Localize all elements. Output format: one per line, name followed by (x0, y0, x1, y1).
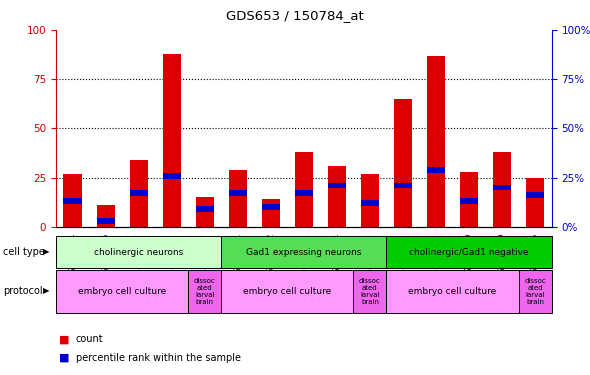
Bar (262, 204, 280, 210)
Text: ▶: ▶ (42, 286, 49, 295)
Text: embryo cell culture: embryo cell culture (78, 287, 166, 296)
Bar (519, 270, 552, 313)
Text: percentile rank within the sample: percentile rank within the sample (76, 353, 241, 363)
Text: cholinergic/Gad1 negative: cholinergic/Gad1 negative (409, 248, 529, 256)
Bar (361, 174, 379, 227)
Text: count: count (76, 334, 103, 344)
Text: embryo cell culture: embryo cell culture (243, 287, 332, 296)
Bar (188, 270, 221, 313)
Bar (229, 170, 247, 227)
Bar (262, 200, 280, 227)
Bar (221, 270, 353, 313)
Bar (130, 190, 148, 196)
Bar (163, 54, 181, 227)
Bar (493, 184, 511, 190)
Bar (56, 236, 221, 268)
Bar (526, 178, 544, 227)
Bar (427, 56, 445, 227)
Bar (64, 198, 81, 204)
Text: ▶: ▶ (42, 248, 49, 256)
Bar (97, 218, 114, 224)
Bar (427, 167, 445, 173)
Bar (130, 160, 148, 227)
Text: Gad1 expressing neurons: Gad1 expressing neurons (246, 248, 362, 256)
Text: embryo cell culture: embryo cell culture (408, 287, 497, 296)
Text: ■: ■ (59, 353, 70, 363)
Bar (295, 152, 313, 227)
Bar (361, 200, 379, 206)
Bar (394, 183, 412, 189)
Text: ■: ■ (59, 334, 70, 344)
Bar (328, 166, 346, 227)
Bar (295, 190, 313, 196)
Bar (163, 173, 181, 178)
Bar (328, 183, 346, 189)
Text: protocol: protocol (3, 286, 42, 296)
Bar (196, 197, 214, 227)
Bar (460, 172, 478, 227)
Bar (394, 99, 412, 227)
Bar (353, 270, 386, 313)
Bar (526, 192, 544, 198)
Bar (386, 236, 552, 268)
Text: dissoc
ated
larval
brain: dissoc ated larval brain (194, 278, 215, 305)
Text: dissoc
ated
larval
brain: dissoc ated larval brain (359, 278, 381, 305)
Bar (493, 152, 511, 227)
Text: cholinergic neurons: cholinergic neurons (94, 248, 183, 256)
Bar (64, 174, 81, 227)
Bar (221, 236, 386, 268)
Bar (386, 270, 519, 313)
Bar (56, 270, 188, 313)
Bar (229, 190, 247, 196)
Bar (196, 206, 214, 212)
Text: cell type: cell type (3, 247, 45, 257)
Text: dissoc
ated
larval
brain: dissoc ated larval brain (525, 278, 546, 305)
Bar (97, 205, 114, 227)
Text: GDS653 / 150784_at: GDS653 / 150784_at (226, 9, 364, 22)
Bar (460, 198, 478, 204)
